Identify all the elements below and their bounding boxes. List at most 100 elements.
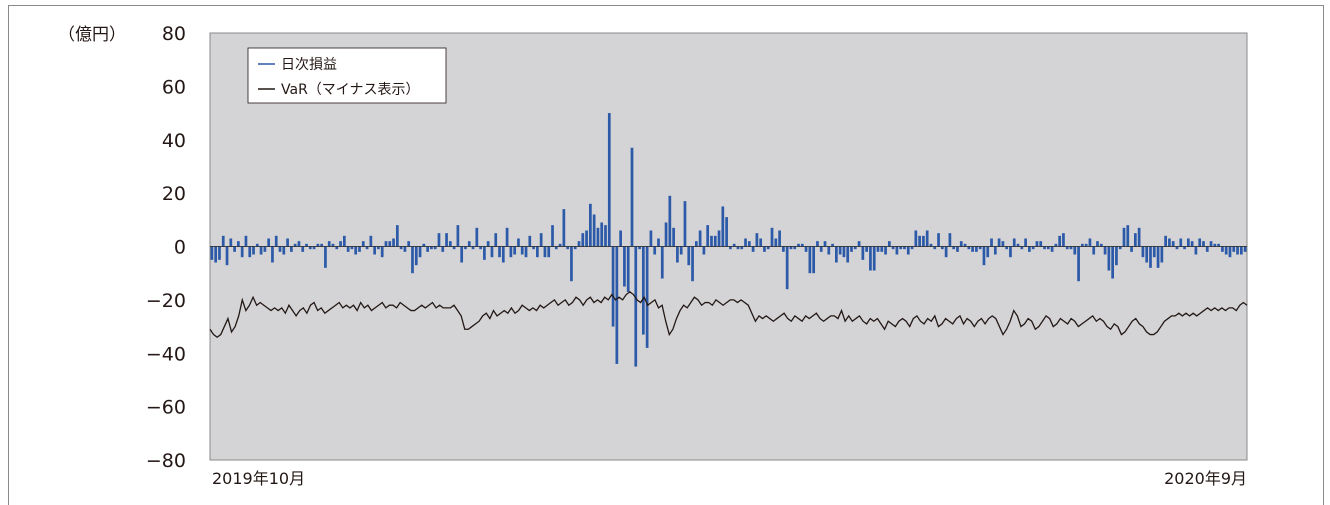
- pnl-bar: [1028, 246, 1031, 252]
- pnl-bar: [1175, 246, 1179, 250]
- pnl-bar: [1103, 246, 1107, 255]
- pnl-bar: [903, 246, 906, 250]
- pnl-bar: [740, 246, 744, 250]
- pnl-bar: [808, 246, 812, 274]
- pnl-bar: [570, 246, 573, 282]
- pnl-bar: [225, 246, 229, 266]
- pnl-bar: [725, 217, 728, 247]
- pnl-bar: [566, 246, 570, 250]
- pnl-bar: [1084, 243, 1088, 247]
- pnl-bar: [683, 201, 687, 247]
- pnl-bar: [430, 246, 433, 250]
- pnl-bar: [1236, 246, 1239, 255]
- pnl-bar: [441, 246, 445, 252]
- pnl-bar: [899, 246, 903, 250]
- pnl-bar: [1065, 246, 1069, 250]
- pnl-bar: [414, 246, 418, 266]
- y-tick-label: 40: [162, 130, 186, 152]
- pnl-bar: [1031, 246, 1035, 250]
- pnl-bar: [596, 227, 600, 247]
- pnl-bar: [702, 246, 706, 255]
- pnl-bar: [233, 246, 236, 252]
- pnl-bar: [978, 246, 982, 250]
- pnl-bar: [255, 243, 259, 247]
- pnl-bar: [672, 227, 675, 247]
- pnl-bar: [490, 246, 494, 258]
- pnl-bar: [532, 246, 535, 250]
- pnl-bar: [944, 246, 948, 258]
- pnl-bar: [1228, 246, 1232, 258]
- pnl-bar: [392, 238, 395, 247]
- pnl-bar: [577, 241, 581, 247]
- pnl-bar: [929, 243, 933, 247]
- pnl-bar: [641, 246, 645, 335]
- pnl-bar: [922, 235, 925, 247]
- pnl-bar: [554, 246, 558, 250]
- pnl-bar: [536, 246, 539, 258]
- pnl-bar: [884, 246, 887, 255]
- pnl-bar: [948, 233, 952, 247]
- pnl-bar: [1232, 246, 1236, 252]
- pnl-bar: [887, 241, 891, 247]
- pnl-bar: [634, 246, 638, 367]
- x-tick-end: 2020年9月: [1164, 469, 1247, 488]
- pnl-bar: [925, 230, 929, 247]
- pnl-bar: [607, 113, 611, 247]
- pnl-bar: [437, 233, 441, 247]
- pnl-bar: [388, 241, 392, 247]
- pnl-bar: [1243, 246, 1247, 252]
- pnl-bar: [982, 246, 986, 266]
- pnl-bar: [271, 246, 274, 263]
- pnl-bar: [823, 241, 827, 247]
- pnl-bar: [358, 246, 361, 252]
- pnl-bar: [290, 246, 293, 252]
- pnl-bar: [653, 246, 657, 255]
- pnl-bar: [1164, 235, 1167, 247]
- pnl-bar: [937, 233, 940, 247]
- pnl-bar: [433, 246, 437, 250]
- pnl-bar: [543, 246, 547, 258]
- pnl-bar: [967, 246, 971, 250]
- pnl-bar: [448, 241, 452, 247]
- pnl-bar: [1092, 246, 1096, 255]
- pnl-bar: [687, 246, 691, 266]
- pnl-bar: [713, 235, 717, 247]
- pnl-bar: [1183, 246, 1186, 250]
- pnl-bar: [975, 246, 978, 252]
- pnl-bar: [1137, 227, 1141, 247]
- pnl-bar: [1009, 246, 1012, 258]
- pnl-bar: [354, 246, 358, 255]
- pnl-bar: [1069, 246, 1073, 250]
- pnl-bar: [1081, 243, 1084, 247]
- legend: 日次損益 VaR（マイナス表示）: [247, 47, 447, 104]
- pnl-bar: [604, 225, 607, 247]
- pnl-bar: [365, 246, 369, 250]
- pnl-bar: [657, 238, 660, 247]
- pnl-bar: [959, 241, 963, 247]
- pnl-bar: [562, 209, 566, 247]
- pnl-bar: [426, 246, 429, 252]
- pnl-bar: [732, 243, 736, 247]
- pnl-bar: [800, 243, 804, 247]
- pnl-bar: [676, 246, 679, 263]
- pnl-bar: [819, 246, 823, 252]
- pnl-bar: [346, 246, 350, 252]
- pnl-bar: [1043, 246, 1046, 250]
- pnl-bar: [350, 246, 354, 250]
- pnl-bar: [539, 233, 543, 247]
- pnl-bar: [1160, 246, 1164, 263]
- pnl-bar: [782, 246, 785, 252]
- pnl-bar: [869, 246, 872, 271]
- pnl-bar: [524, 246, 528, 258]
- pnl-bar: [660, 246, 664, 279]
- pnl-bar: [778, 230, 781, 247]
- pnl-bar: [1115, 246, 1118, 266]
- daily-pnl-bars: [210, 113, 1247, 367]
- pnl-bar: [528, 235, 532, 247]
- pnl-bar: [407, 241, 411, 247]
- pnl-bar: [1126, 225, 1130, 247]
- pnl-bar: [1122, 227, 1126, 247]
- y-tick-label: 20: [162, 183, 186, 205]
- pnl-bar: [736, 246, 740, 250]
